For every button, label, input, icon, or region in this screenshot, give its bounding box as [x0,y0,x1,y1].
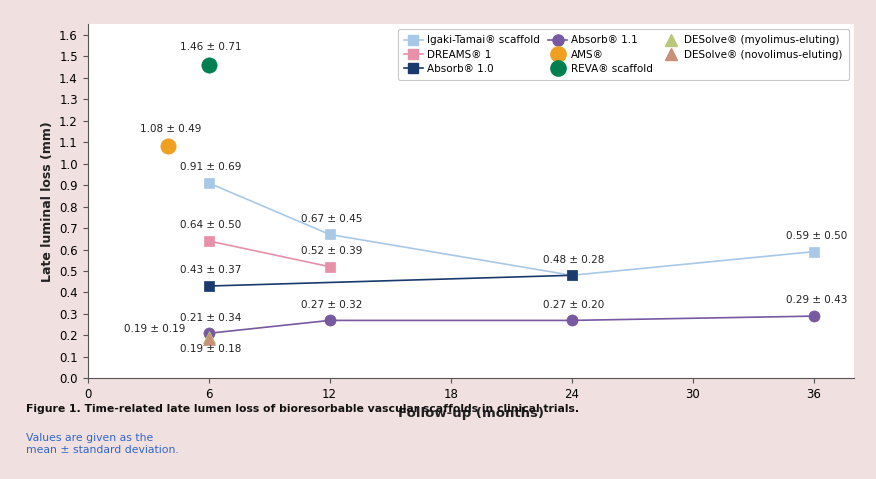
Text: 0.21 ± 0.34: 0.21 ± 0.34 [180,313,242,322]
Text: Values are given as the
mean ± standard deviation.: Values are given as the mean ± standard … [26,433,179,455]
Text: 0.91 ± 0.69: 0.91 ± 0.69 [180,162,242,172]
Text: 0.52 ± 0.39: 0.52 ± 0.39 [301,246,363,256]
Text: 1.08 ± 0.49: 1.08 ± 0.49 [140,124,201,134]
Text: 0.64 ± 0.50: 0.64 ± 0.50 [180,220,242,230]
Text: 0.19 ± 0.19: 0.19 ± 0.19 [124,324,186,334]
Text: 0.48 ± 0.28: 0.48 ± 0.28 [543,254,604,264]
Text: 1.46 ± 0.71: 1.46 ± 0.71 [180,42,242,52]
X-axis label: Follow-up (months): Follow-up (months) [398,407,544,420]
Text: 0.43 ± 0.37: 0.43 ± 0.37 [180,265,242,275]
Y-axis label: Late luminal loss (mm): Late luminal loss (mm) [40,121,53,282]
Text: 0.59 ± 0.50: 0.59 ± 0.50 [786,231,847,241]
Text: 0.27 ± 0.20: 0.27 ± 0.20 [543,300,604,309]
Text: 0.67 ± 0.45: 0.67 ± 0.45 [301,214,363,224]
Legend: Igaki-Tamai® scaffold, DREAMS® 1, Absorb® 1.0, Absorb® 1.1, AMS®, REVA® scaffold: Igaki-Tamai® scaffold, DREAMS® 1, Absorb… [398,29,849,80]
Text: Figure 1. Time-related late lumen loss of bioresorbable vascular scaffolds in cl: Figure 1. Time-related late lumen loss o… [26,404,579,414]
Text: 0.19 ± 0.18: 0.19 ± 0.18 [180,344,242,354]
Text: 0.27 ± 0.32: 0.27 ± 0.32 [301,300,363,309]
Text: 0.29 ± 0.43: 0.29 ± 0.43 [786,296,847,306]
